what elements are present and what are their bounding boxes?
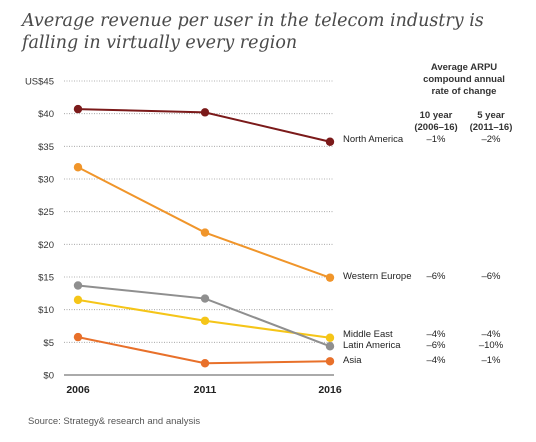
rate-header-line2: compound annual <box>423 74 505 85</box>
rate-header-line1: Average ARPU <box>431 62 497 73</box>
data-point <box>73 281 83 290</box>
x-tick-label: 2016 <box>318 384 342 396</box>
y-tick-label: $25 <box>38 207 54 218</box>
y-tick-label: $40 <box>38 109 54 120</box>
five-year-rate: –2% <box>481 134 501 145</box>
series-name-label: Middle East <box>343 329 393 340</box>
ten-year-rate: –4% <box>426 329 446 340</box>
data-point <box>73 104 83 114</box>
ten-year-rate: –4% <box>426 355 446 366</box>
data-point <box>200 316 210 325</box>
data-point <box>325 342 335 351</box>
col-10yr-line2: (2006–16) <box>414 122 457 133</box>
y-tick-label: US$45 <box>25 77 54 88</box>
rate-table-header: Average ARPU compound annual rate of cha… <box>414 62 512 133</box>
data-point <box>200 359 210 368</box>
series-name-label: Latin America <box>343 340 401 351</box>
col-5yr-line2: (2011–16) <box>470 122 513 133</box>
data-point <box>325 137 335 146</box>
series-north-america <box>73 104 335 146</box>
ten-year-rate: –1% <box>426 134 446 145</box>
source-note: Source: Strategy& research and analysis <box>28 416 201 427</box>
data-point <box>73 163 83 172</box>
five-year-rate: –4% <box>481 329 501 340</box>
data-point <box>73 332 83 342</box>
data-point <box>325 273 335 282</box>
series-name-label: Western Europe <box>343 271 411 282</box>
col-5yr-line1: 5 year <box>477 110 505 121</box>
data-point <box>200 108 210 117</box>
y-tick-label: $20 <box>38 240 54 251</box>
y-tick-label: $35 <box>38 142 54 153</box>
series-middle-east <box>73 295 335 342</box>
series-western-europe <box>73 163 335 282</box>
data-point <box>200 228 210 237</box>
col-10yr-line1: 10 year <box>420 110 453 121</box>
five-year-rate: –6% <box>481 271 501 282</box>
five-year-rate: –1% <box>481 355 501 366</box>
series-asia <box>73 332 335 368</box>
series-labels: North America –1% –2% Western Europe –6% –6% M… <box>343 134 504 366</box>
ten-year-rate: –6% <box>426 340 446 351</box>
x-tick-label: 2011 <box>194 384 217 396</box>
series-latin-america <box>73 281 335 351</box>
series-name-label: North America <box>343 134 404 145</box>
x-axis-ticks: 2006 2011 2016 <box>66 384 342 396</box>
y-axis-ticks: $0 $5 $10 $15 $20 $25 $30 $35 $40 US$45 <box>25 77 54 382</box>
y-tick-label: $10 <box>38 305 54 316</box>
x-tick-label: 2006 <box>66 384 90 396</box>
y-tick-label: $15 <box>38 273 54 284</box>
data-point <box>200 294 210 303</box>
data-point <box>325 357 335 366</box>
chart-title: Average revenue per user in the telecom … <box>22 11 484 53</box>
y-tick-label: $30 <box>38 175 54 186</box>
y-tick-label: $0 <box>43 371 54 382</box>
ten-year-rate: –6% <box>426 271 446 282</box>
series-lines <box>73 104 335 368</box>
series-line <box>77 166 331 279</box>
series-name-label: Asia <box>343 355 362 366</box>
rate-header-line3: rate of change <box>432 86 497 97</box>
y-tick-label: $5 <box>43 338 54 349</box>
five-year-rate: –10% <box>479 340 504 351</box>
data-point <box>73 295 83 305</box>
data-point <box>325 333 335 342</box>
grid <box>64 80 334 376</box>
